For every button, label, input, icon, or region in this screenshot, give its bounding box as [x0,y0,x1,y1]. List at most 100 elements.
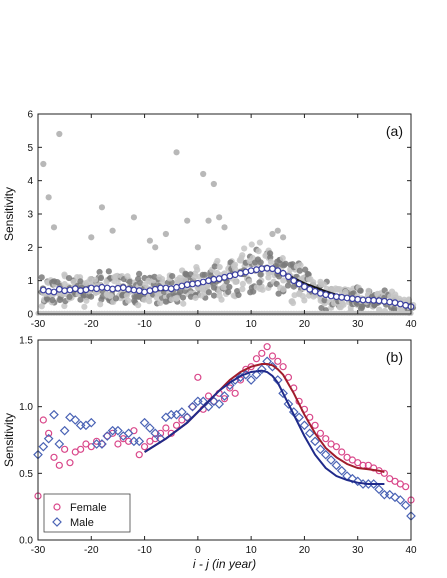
male-point [214,399,225,409]
mean-point [141,288,148,296]
mean-point [242,268,250,276]
female-point [98,440,106,448]
legend-marker-female [53,503,61,511]
female-point [87,443,95,451]
scatter-point [336,304,343,311]
female-point [402,483,410,491]
scatter-point [251,259,259,266]
mean-point [226,272,234,280]
scatter-point [157,299,164,307]
mean-point [231,271,239,279]
female-point [332,443,340,451]
female-point [279,363,287,371]
scatter-point [241,245,248,252]
scatter-point [88,293,95,300]
scatter-point [146,298,153,305]
mean-point [354,295,362,303]
legend-label-male: Male [70,517,94,529]
scatter-point [280,277,287,284]
mean-point [199,278,207,286]
scatter-point [107,292,114,299]
female-point [204,392,213,400]
scatter-point [225,288,232,296]
y-tick-label: 0.0 [19,536,33,547]
scatter-point [239,286,246,293]
y-tick-label: 3 [27,210,33,221]
mean-point [173,283,180,291]
mean-point [125,285,132,293]
outlier-point [50,224,58,231]
mean-point [205,277,212,285]
mean-point [290,277,298,285]
male-point [123,428,134,439]
scatter-point [179,294,187,301]
scatter-point [77,278,84,285]
scatter-point [113,273,120,280]
scatter-point [342,288,349,296]
scatter-point [214,257,221,265]
scatter-point [255,248,262,255]
scatter-point [126,278,133,285]
scatter-point [211,263,218,270]
scatter-point [320,281,327,288]
mean-point [279,269,287,277]
scatter-point [141,296,148,303]
female-point [140,443,149,451]
scatter-point [250,288,257,295]
scatter-point [112,295,120,302]
scatter-point [220,284,227,291]
x-tick-label: -20 [84,545,99,556]
male-point [70,415,81,425]
x-tick-label: 0 [195,319,201,330]
mean-point [98,283,106,291]
mean-point [348,295,356,303]
y-tick-label: 5 [27,143,33,154]
mean-point [162,284,170,292]
mean-point [215,275,223,283]
outlier-point [162,230,169,238]
x-tick-label: 10 [246,319,258,330]
scatter-point [297,262,304,269]
fit-line-male [144,369,385,485]
female-point [220,395,229,403]
male-point [219,391,230,401]
male-point [139,417,150,428]
male-point [352,476,363,487]
scatter-point [169,272,176,280]
female-point [311,421,319,429]
female-point [130,427,138,435]
scatter-point [205,289,212,296]
mean-point [87,284,95,292]
scatter-point [239,280,246,287]
male-point [262,356,272,367]
outlier-point [130,214,138,221]
scatter-point [216,263,223,271]
scatter-point [96,268,103,276]
x-tick-label: 20 [299,545,311,556]
male-point [304,428,315,439]
female-point [39,416,47,424]
scatter-point [279,255,286,262]
scatter-point [256,239,263,246]
x-axis-label: i - j (in year) [193,557,256,571]
y-tick-label: 2 [27,243,33,254]
mean-point [237,269,244,277]
male-point [320,449,331,460]
x-tick-label: 30 [352,319,364,330]
outlier-point [109,227,116,234]
mean-point [77,287,85,295]
female-point [124,437,133,445]
panel-a: -30 -20 -10 0 10 20 30 40 0 1 2 3 4 5 6 Sensitivity (a) [2,110,417,331]
scatter-point [66,293,73,301]
x-tick-label: -30 [31,545,46,556]
male-point [256,364,267,375]
female-point [66,459,74,467]
female-point [231,389,239,397]
x-tick-label: 30 [352,545,364,556]
scatter-point [176,288,184,296]
mean-point [221,273,228,281]
scatter-point [199,271,206,278]
mean-point [396,300,404,308]
mean-point [322,291,330,299]
female-point [274,357,282,365]
